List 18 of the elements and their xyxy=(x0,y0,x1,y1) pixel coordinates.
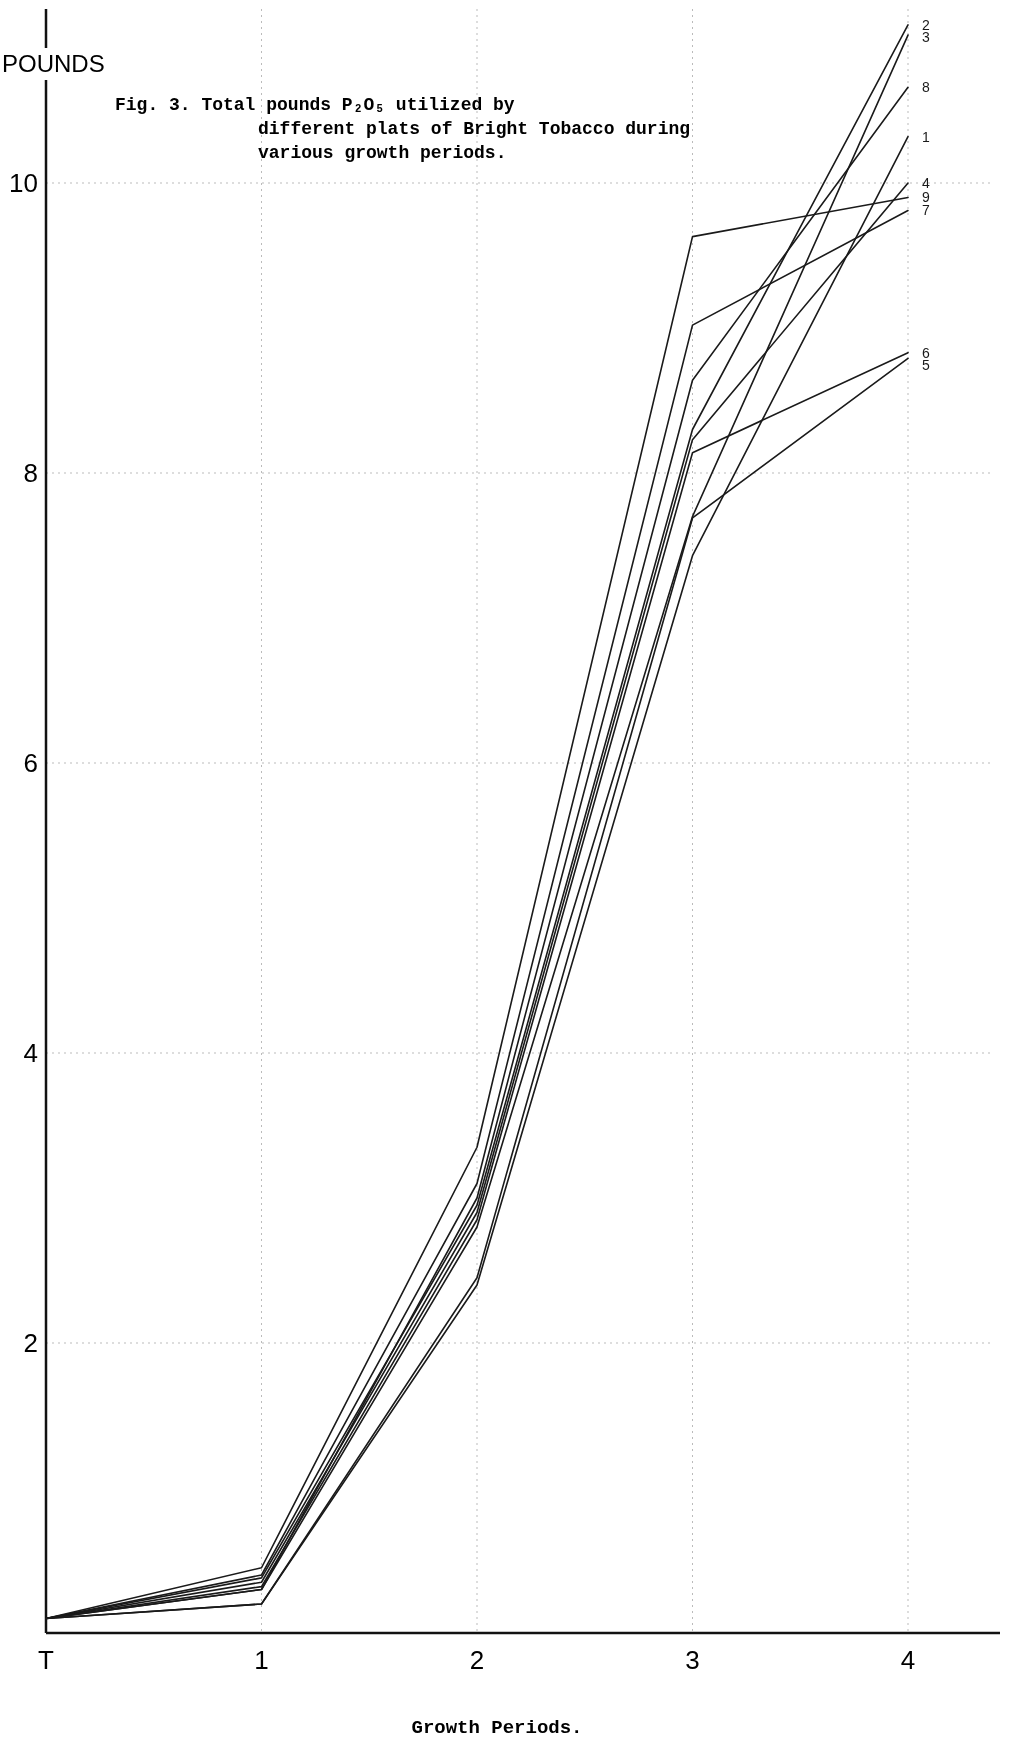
x-tick-label: 1 xyxy=(254,1645,269,1675)
x-axis-title: Growth Periods. xyxy=(411,1717,583,1739)
y-tick-label: 8 xyxy=(23,458,38,489)
series-label: 2 xyxy=(922,16,930,33)
series-label: 6 xyxy=(922,344,930,361)
y-tick-label: 4 xyxy=(23,1038,38,1069)
text: Fig. 3. Total pounds P₂O₅ utilized by different plats of Bright Tobacco during various growth periods. xyxy=(115,95,691,163)
x-tick-label: 4 xyxy=(900,1645,916,1675)
x-tick-label: T xyxy=(38,1645,55,1675)
x-tick-label: 2 xyxy=(469,1645,485,1675)
series-label: 4 xyxy=(922,174,930,191)
series-label: 1 xyxy=(922,128,930,145)
y-tick-label: 10 xyxy=(9,168,38,199)
y-axis-title: POUNDS xyxy=(2,50,105,77)
y-tick-label: 2 xyxy=(23,1328,38,1359)
x-tick-label: 3 xyxy=(685,1645,700,1675)
y-tick-label: 6 xyxy=(23,748,38,779)
series-label: 8 xyxy=(922,79,930,96)
